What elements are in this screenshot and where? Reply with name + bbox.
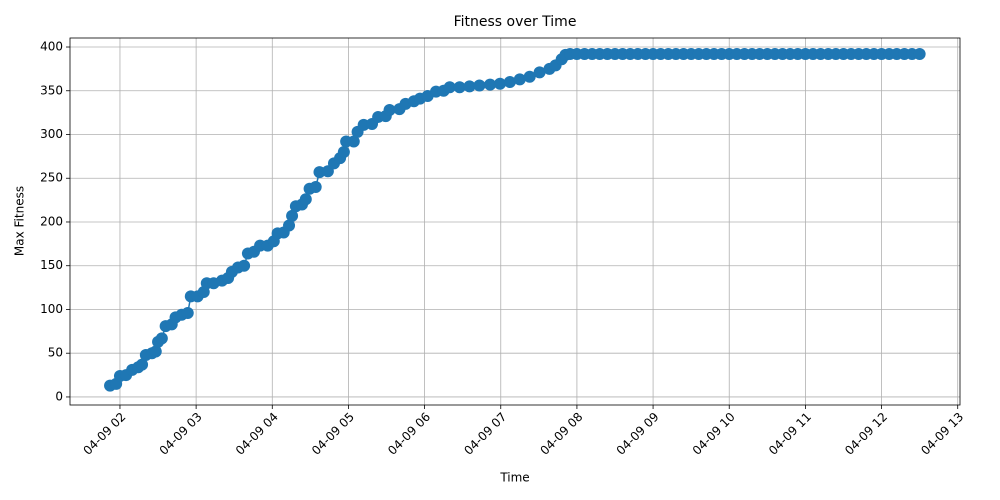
y-tick-label: 100 bbox=[40, 302, 63, 316]
x-tick-label: 04-09 13 bbox=[918, 410, 966, 458]
marker bbox=[443, 81, 456, 94]
chart-title: Fitness over Time bbox=[454, 14, 577, 30]
x-tick-label: 04-09 11 bbox=[766, 410, 814, 458]
marker bbox=[463, 80, 476, 93]
marker bbox=[286, 209, 299, 222]
marker bbox=[484, 78, 497, 91]
y-tick-label: 250 bbox=[40, 171, 63, 185]
x-tick-label: 04-09 03 bbox=[157, 410, 205, 458]
x-tick-label: 04-09 04 bbox=[233, 410, 281, 458]
x-tick-label: 04-09 12 bbox=[842, 410, 890, 458]
x-tick-label: 04-09 09 bbox=[614, 410, 662, 458]
marker bbox=[299, 193, 312, 206]
marker bbox=[337, 145, 350, 158]
marker bbox=[473, 79, 486, 92]
x-tick-label: 04-09 10 bbox=[690, 410, 738, 458]
plot-frame bbox=[69, 37, 961, 406]
y-tick-label: 150 bbox=[40, 258, 63, 272]
y-tick-label: 300 bbox=[40, 127, 63, 141]
y-tick-label: 200 bbox=[40, 214, 63, 228]
marker bbox=[309, 180, 322, 193]
marker bbox=[149, 345, 162, 358]
marker bbox=[533, 66, 546, 79]
marker bbox=[493, 77, 506, 90]
marker bbox=[513, 73, 526, 86]
y-tick-label: 400 bbox=[40, 40, 63, 54]
y-axis-label: Max Fitness bbox=[13, 186, 27, 256]
marker bbox=[503, 76, 516, 89]
marker bbox=[523, 70, 536, 83]
x-tick-label: 04-09 08 bbox=[537, 410, 585, 458]
x-tick-label: 04-09 02 bbox=[81, 410, 129, 458]
x-tick-label: 04-09 05 bbox=[309, 410, 357, 458]
y-tick-label: 350 bbox=[40, 83, 63, 97]
marker bbox=[383, 104, 396, 117]
marker bbox=[238, 259, 251, 272]
marker bbox=[347, 135, 360, 148]
x-axis-label: Time bbox=[499, 471, 529, 485]
x-tick-label: 04-09 07 bbox=[461, 410, 509, 458]
marker bbox=[136, 358, 149, 371]
y-tick-label: 50 bbox=[48, 346, 63, 360]
y-tick-label: 0 bbox=[55, 389, 63, 403]
marker bbox=[453, 81, 466, 94]
marker bbox=[155, 332, 168, 345]
x-tick-label: 04-09 06 bbox=[385, 410, 433, 458]
line bbox=[109, 53, 920, 387]
marker bbox=[913, 48, 926, 61]
marker bbox=[283, 219, 296, 232]
marker bbox=[181, 306, 194, 319]
